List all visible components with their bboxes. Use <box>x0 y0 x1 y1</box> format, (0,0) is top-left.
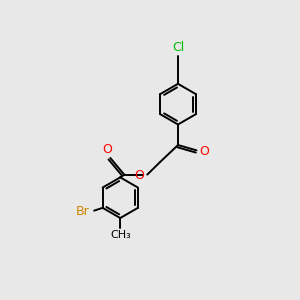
Text: Br: Br <box>76 205 90 218</box>
Text: O: O <box>103 143 112 156</box>
Text: Cl: Cl <box>172 41 184 55</box>
Text: O: O <box>135 169 145 182</box>
Text: O: O <box>199 145 209 158</box>
Text: CH₃: CH₃ <box>110 230 130 240</box>
